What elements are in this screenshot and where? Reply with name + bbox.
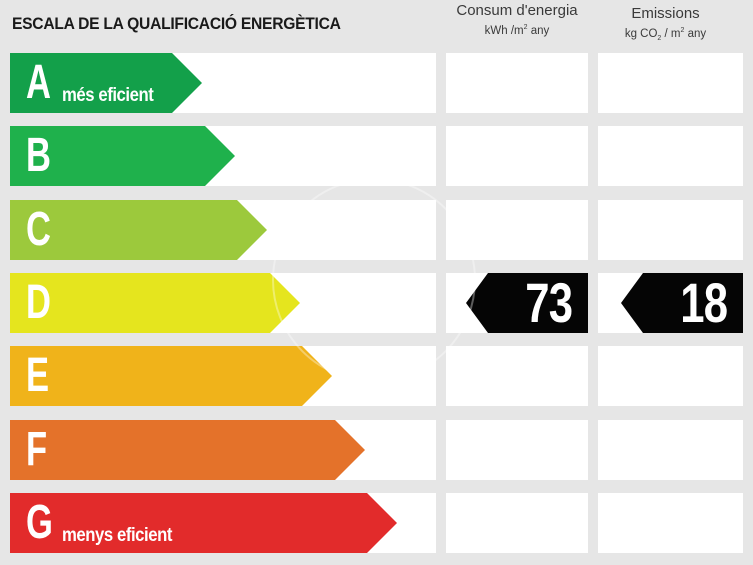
consum-cell: [446, 53, 588, 113]
class-letter: C: [26, 203, 51, 256]
consum-value: 73: [524, 271, 573, 334]
class-letter: E: [26, 349, 50, 402]
emissions-unit: kg CO2 / m2 any: [624, 27, 707, 43]
consum-unit: kWh /m2 any: [484, 24, 550, 37]
class-arrow-f: F: [10, 420, 365, 480]
class-letter: A: [26, 56, 51, 109]
consum-rating-marker: 73: [466, 273, 588, 333]
consum-cell: [446, 420, 588, 480]
class-letter: D: [26, 276, 51, 329]
class-row-c: C: [0, 200, 753, 260]
emissions-cell: [598, 53, 743, 113]
class-subtitle: menys eficient: [62, 525, 172, 546]
class-row-e: E: [0, 346, 753, 406]
emissions-cell: [598, 346, 743, 406]
class-arrow-b: B: [10, 126, 235, 186]
consum-label: Consum d'energia: [456, 2, 578, 19]
emissions-cell: [598, 200, 743, 260]
consum-cell: [446, 200, 588, 260]
page-title: ESCALA DE LA QUALIFICACIÓ ENERGÈTICA: [12, 14, 341, 33]
class-arrow-d: D: [10, 273, 300, 333]
class-row-d: D 73 18: [0, 273, 753, 333]
consum-cell: [446, 346, 588, 406]
emissions-value: 18: [679, 271, 728, 334]
emissions-rating-marker: 18: [621, 273, 743, 333]
class-letter: F: [26, 423, 48, 476]
consum-cell: [446, 493, 588, 553]
emissions-cell: [598, 420, 743, 480]
class-letter: B: [26, 129, 51, 182]
consum-column-header: Consum d'energia kWh /m2 any: [446, 3, 588, 37]
emissions-label: Emissions: [631, 5, 700, 22]
class-row-b: B: [0, 126, 753, 186]
class-arrow-c: C: [10, 200, 267, 260]
consum-cell: [446, 126, 588, 186]
emissions-cell: [598, 126, 743, 186]
class-subtitle: més eficient: [62, 85, 154, 106]
emissions-cell: [598, 493, 743, 553]
class-letter: G: [26, 496, 53, 549]
emissions-column-header: Emissions kg CO2 / m2 any: [593, 6, 738, 42]
class-arrow-e: E: [10, 346, 332, 406]
class-row-f: F: [0, 420, 753, 480]
